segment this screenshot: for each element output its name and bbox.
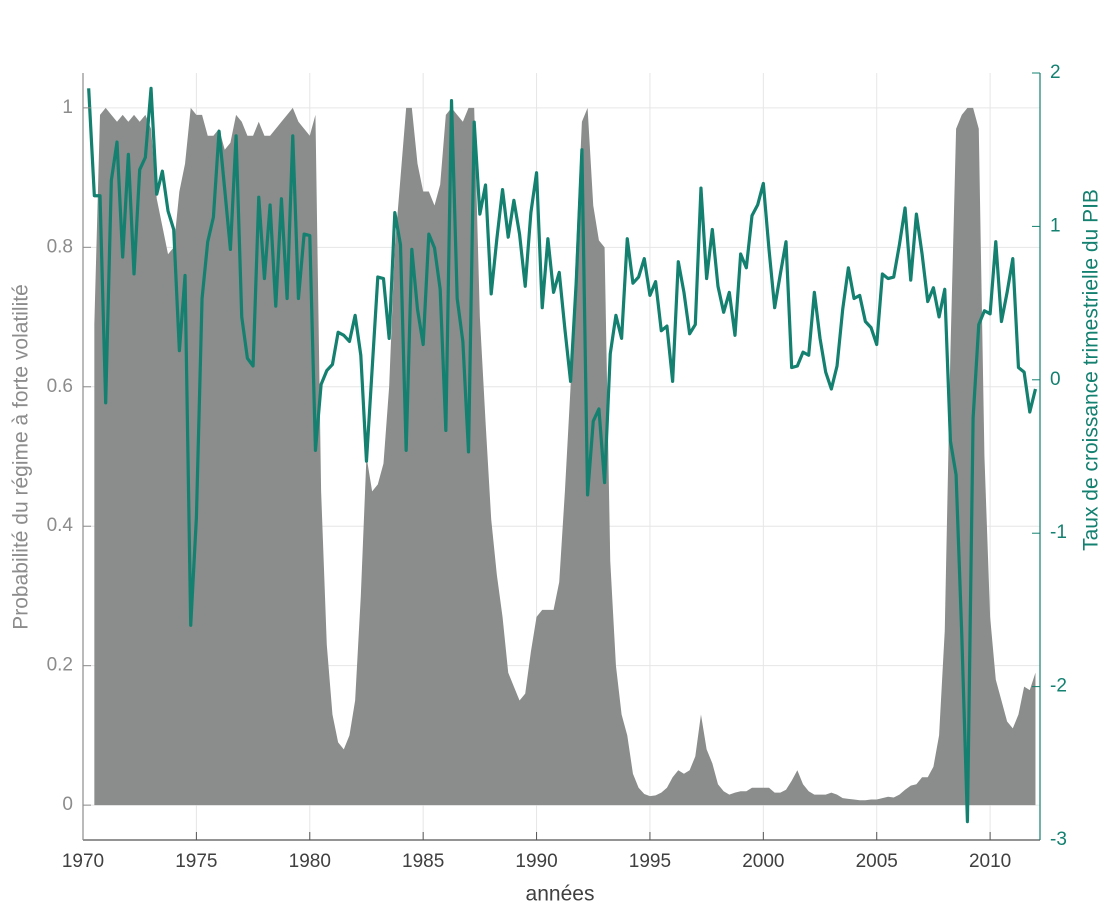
y2-tick-label: 2 [1050, 62, 1061, 83]
y-tick-label: 0.8 [47, 236, 73, 257]
x-tick-label: 2010 [969, 851, 1011, 872]
x-tick-label: 1970 [62, 851, 104, 872]
x-tick-label: 1980 [289, 851, 331, 872]
y2-tick-label: -2 [1050, 676, 1067, 697]
x-tick-label: 2000 [742, 851, 784, 872]
line [87, 86, 1038, 824]
y2-axis-label: Taux de croissance trimestrielle du PIB [1080, 189, 1103, 551]
y2-tick-label: 0 [1050, 369, 1061, 390]
y-tick-label: 0 [62, 794, 73, 815]
x-axis-label: années [526, 883, 595, 906]
plot [82, 73, 1040, 840]
x-tick-label: 1985 [402, 851, 444, 872]
x-tick-label: 1995 [629, 851, 671, 872]
y2-tick-label: -3 [1050, 829, 1067, 850]
y-tick-label: 0.6 [47, 376, 73, 397]
y-tick-label: 1 [62, 97, 73, 118]
x-tick-label: 1990 [515, 851, 557, 872]
y-tick-label: 0.2 [47, 655, 73, 676]
y-axis-label: Probabilité du régime à forte volatilité [10, 284, 33, 630]
area [94, 107, 1036, 806]
x-tick-label: 2005 [856, 851, 898, 872]
y2-tick-label: -1 [1050, 522, 1067, 543]
x-tick-label: 1975 [175, 851, 217, 872]
y2-tick-label: 1 [1050, 215, 1061, 236]
y-tick-label: 0.4 [47, 515, 74, 536]
